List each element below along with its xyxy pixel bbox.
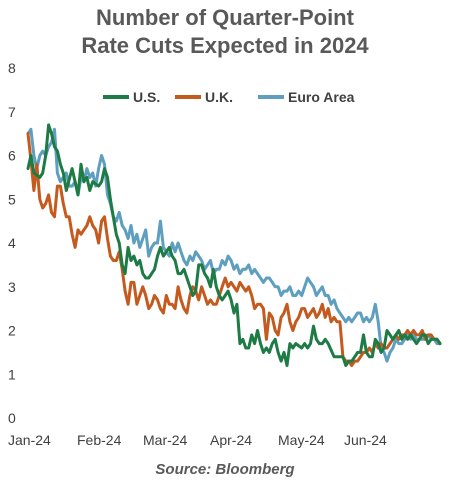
x-tick-label: Apr-24 bbox=[210, 432, 252, 448]
y-tick-label: 8 bbox=[8, 60, 16, 76]
series-lines bbox=[26, 123, 442, 367]
y-tick-label: 4 bbox=[8, 235, 16, 251]
chart-title-line-1: Number of Quarter-Point bbox=[96, 5, 354, 30]
x-tick-label: Feb-24 bbox=[77, 432, 122, 448]
y-tick-label: 6 bbox=[8, 148, 16, 164]
x-tick-label: May-24 bbox=[278, 432, 325, 448]
y-tick-label: 0 bbox=[8, 410, 16, 426]
x-tick-label: Jun-24 bbox=[344, 432, 387, 448]
x-tick-label: Mar-24 bbox=[143, 432, 188, 448]
x-tick-label: Jan-24 bbox=[8, 432, 51, 448]
series-line-u-k bbox=[26, 132, 442, 367]
y-tick-label: 5 bbox=[8, 191, 16, 207]
series-line-euro-area bbox=[26, 127, 442, 363]
legend: U.S. U.K. Euro Area bbox=[103, 89, 355, 105]
legend-label: U.K. bbox=[205, 89, 233, 105]
legend-label: U.S. bbox=[133, 89, 160, 105]
chart-title-line-2: Rate Cuts Expected in 2024 bbox=[81, 33, 369, 58]
series-line-u-s bbox=[26, 123, 442, 367]
x-axis: Jan-24 Feb-24 Mar-24 Apr-24 May-24 Jun-24 bbox=[8, 432, 387, 448]
y-tick-label: 2 bbox=[8, 323, 16, 339]
y-tick-label: 3 bbox=[8, 279, 16, 295]
y-axis: 0 1 2 3 4 5 6 7 8 bbox=[8, 60, 16, 426]
y-tick-label: 1 bbox=[8, 366, 16, 382]
source-note: Source: Bloomberg bbox=[155, 461, 295, 478]
legend-label: Euro Area bbox=[288, 89, 355, 105]
y-tick-label: 7 bbox=[8, 104, 16, 120]
